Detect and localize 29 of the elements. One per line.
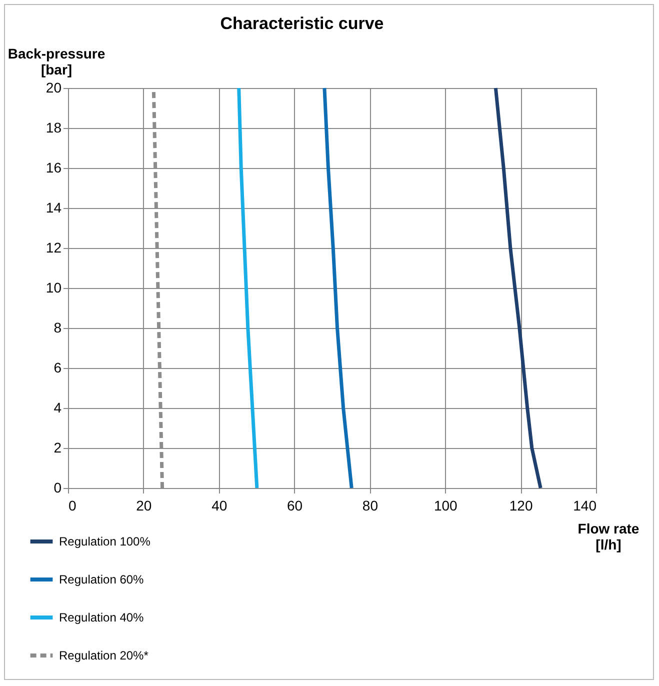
- chart-title: Characteristic curve: [220, 14, 384, 33]
- x-tick-label: 100: [434, 498, 458, 514]
- x-tick-label: 80: [362, 498, 378, 514]
- line-series: [322, 86, 354, 490]
- line-series: [237, 86, 259, 490]
- x-tick-label: 40: [212, 498, 228, 514]
- legend-label: Regulation 60%: [59, 572, 144, 586]
- y-tick-label: 16: [46, 160, 62, 176]
- y-tick-label: 14: [46, 200, 62, 216]
- y-tick-label: 8: [54, 320, 62, 336]
- line-series: [494, 86, 542, 490]
- x-tick-label: 120: [509, 498, 533, 514]
- y-tick-label: 18: [46, 120, 62, 136]
- y-tick-label: 6: [54, 360, 62, 376]
- x-tick-label: 0: [68, 498, 76, 514]
- y-tick-label: 0: [54, 480, 62, 496]
- legend-label: Regulation 40%: [59, 610, 144, 624]
- y-tick-label: 2: [54, 440, 62, 456]
- y-axis-title: Back-pressure [bar]: [8, 46, 106, 78]
- x-tick-label: 20: [136, 498, 152, 514]
- legend-label: Regulation 100%: [59, 534, 151, 548]
- x-axis-title: Flow rate [l/h]: [578, 520, 640, 552]
- y-tick-label: 20: [46, 80, 62, 96]
- x-tick-label: 60: [286, 498, 303, 514]
- y-tick-label: 10: [46, 280, 62, 296]
- x-tick-label: 140: [573, 498, 597, 514]
- y-tick-label: 4: [54, 400, 62, 416]
- y-tick-label: 12: [46, 240, 62, 256]
- legend-label: Regulation 20%*: [59, 648, 149, 662]
